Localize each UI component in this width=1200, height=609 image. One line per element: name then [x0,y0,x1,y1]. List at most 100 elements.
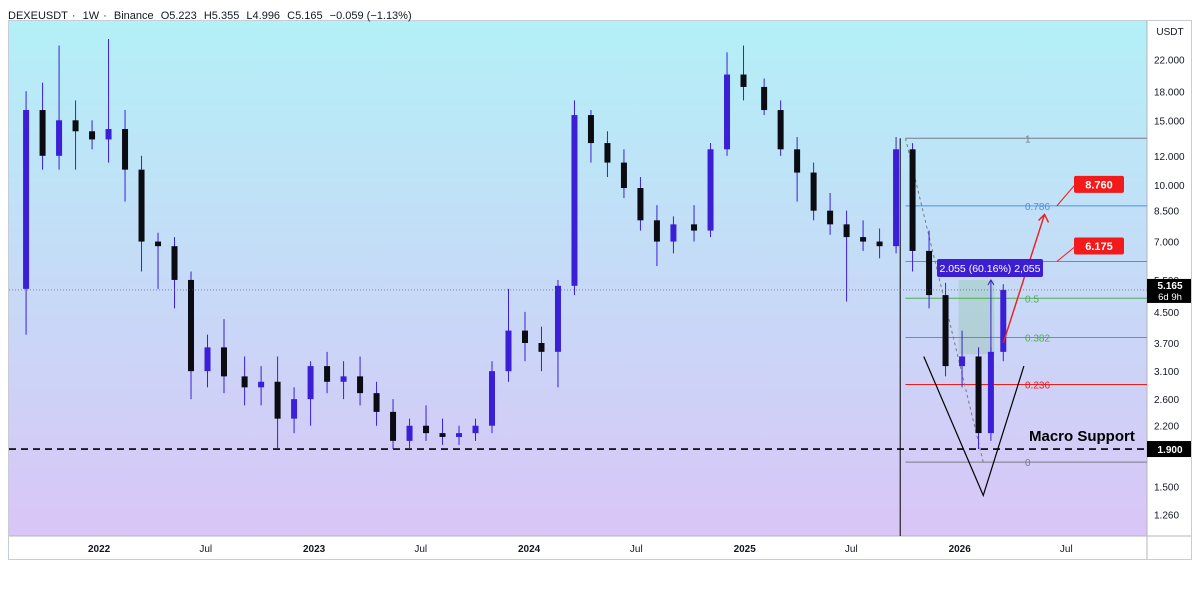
candle-body [23,110,30,289]
support-price-tag [1147,441,1191,458]
y-tick-label: 7.000 [1154,238,1179,249]
y-tick-label: 8.500 [1154,207,1179,218]
fib-trend-line [905,138,984,463]
candle-body [472,425,479,434]
candle-body [777,110,784,150]
price-axis[interactable]: USDT 22.000 18.000 15.000 12.000 10.000 8.500 7… [1154,27,1185,521]
candle [794,137,801,202]
candle-body [138,169,145,242]
candle [138,155,145,272]
fib-level-label: 0 [1025,458,1031,469]
candle-body [155,241,162,247]
time-axis[interactable]: 2022 Jul 2023 Jul 2024 Jul 2025 Jul 2026 Jul [88,544,1073,555]
candle-body [604,143,611,163]
candle-body [56,120,63,156]
candle [390,399,397,450]
y-tick-label: 1.500 [1154,483,1179,494]
candle-body [489,371,496,426]
candle-body [926,250,933,296]
candle [1000,284,1007,362]
candle-body [810,172,817,211]
candle [810,162,817,221]
chart-frame[interactable]: 1 0.786 0.5 0.382 0.236 0 Macro Support 8.760… [8,20,1192,560]
candlestick-series[interactable] [23,39,1007,450]
candle-body [505,330,512,372]
candle-body [406,425,413,441]
candle-body [637,188,644,221]
x-tick-label: Jul [845,544,858,555]
candle-body [860,237,867,242]
candle-body [258,381,265,388]
v-pattern-lines [923,356,1025,498]
fib-level-label: 0.786 [1025,202,1050,213]
candle [942,282,949,377]
candle-body [89,131,96,140]
candle [307,361,314,426]
candle [423,405,430,441]
candle-body [554,285,561,352]
candle [23,91,30,335]
fib-level-label: 0.5 [1025,294,1039,305]
candle [122,110,129,202]
candle-body [241,376,248,388]
candle-body [876,241,883,247]
candle-body [274,381,281,419]
symbol-header: DEXEUSDT · 1W · Binance O5.223 H5.355 L4.9… [8,10,416,22]
candle-body [538,343,545,352]
measure-arrow [987,278,995,286]
candle [39,82,46,170]
y-tick-label: 2.600 [1154,395,1179,406]
candle-body [1000,289,1007,352]
trend-drawings[interactable]: 8.760 6.175 2.055 (60.16%) 2,055 [899,138,1124,536]
candle [89,120,96,150]
y-tick-label: 3.100 [1154,367,1179,378]
candle-body [893,149,900,247]
y-tick-label: 22.000 [1154,55,1185,66]
candle-body [724,74,731,150]
candle-body [373,393,380,412]
candle-body [670,224,677,242]
candle [876,228,883,259]
interval-label[interactable]: 1W [82,10,100,22]
candle [691,205,698,242]
candle-body [959,356,966,367]
candle-body [39,110,46,156]
x-tick-label: 2025 [734,544,757,555]
candle-body [653,220,660,242]
candle-body [291,399,298,419]
candle-body [987,351,994,434]
chart-plot[interactable]: 1 0.786 0.5 0.382 0.236 0 Macro Support 8.760… [9,21,1192,560]
macro-support-line[interactable]: Macro Support [9,428,1147,450]
candle [604,131,611,178]
candle [505,288,512,382]
measure-label: 2.055 (60.16%) 2,055 [940,263,1041,275]
candle-body [707,149,714,231]
separator: · [71,10,76,22]
candle [274,356,281,450]
candle-body [620,162,627,189]
candle [171,237,178,309]
ohlc-low: L4.996 [246,10,281,22]
candle [439,418,446,445]
candle [472,418,479,441]
support-price-value: 1.900 [1157,445,1182,456]
candle [204,334,211,388]
target-label: 8.760 [1085,179,1113,191]
fib-level-label: 0.382 [1025,334,1050,345]
candle-body [691,224,698,231]
candle [241,356,248,406]
y-tick-label: 3.700 [1154,339,1179,350]
candle-body [105,129,112,140]
candle [554,279,561,388]
exchange-label: Binance [113,10,154,22]
candle-body [827,210,834,225]
time-axis-background [9,536,1191,559]
candle-body [423,425,430,434]
candle-body [439,433,446,437]
symbol-name[interactable]: DEXEUSDT [8,10,68,22]
candle-body [122,129,129,170]
x-tick-label: 2023 [303,544,326,555]
candle-body [975,356,982,434]
ohlc-open: O5.223 [160,10,197,22]
